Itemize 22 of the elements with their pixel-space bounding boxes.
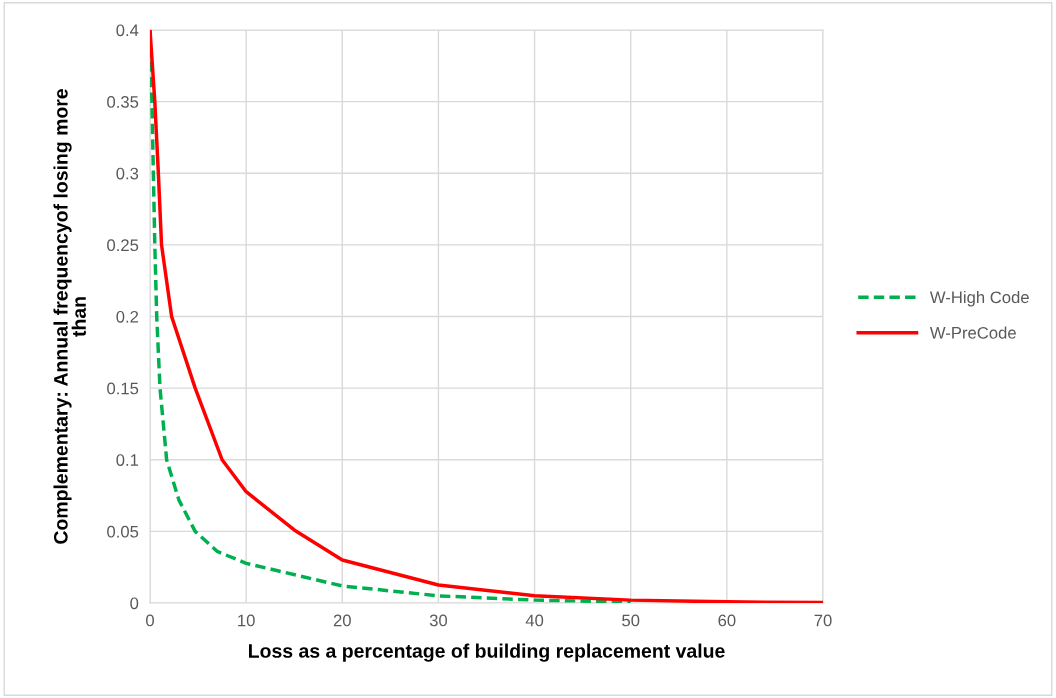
legend-label: W-High Code — [929, 290, 1029, 307]
line-series — [150, 30, 823, 603]
x-tick-label: 0 — [146, 614, 154, 627]
x-tick-label: 50 — [622, 614, 640, 627]
x-tick-label: 60 — [718, 614, 736, 627]
y-tick-label: 0.4 — [116, 24, 139, 37]
x-tick-label: 30 — [429, 614, 448, 627]
x-tick-label: 20 — [333, 614, 351, 627]
x-tick-label: 40 — [525, 614, 544, 627]
x-axis-title: Loss as a percentage of building replacement value — [249, 643, 725, 662]
x-tick-label: 70 — [814, 614, 832, 627]
y-tick-label: 0 — [130, 597, 139, 610]
y-tick-label: 0.25 — [107, 239, 139, 252]
x-tick-label: 10 — [238, 614, 255, 627]
y-tick-label: 0.15 — [107, 382, 139, 395]
y-tick-label: 0.05 — [107, 525, 139, 538]
y-tick-label: 0.35 — [107, 96, 139, 108]
y-tick-label: 0.1 — [116, 454, 139, 466]
y-tick-label: 0.3 — [116, 167, 139, 180]
y-axis-title: Complementary: Annual frequencyof losing more than — [53, 89, 86, 544]
legend-label: W-PreCode — [929, 326, 1016, 339]
y-tick-label: 0.2 — [116, 310, 139, 323]
